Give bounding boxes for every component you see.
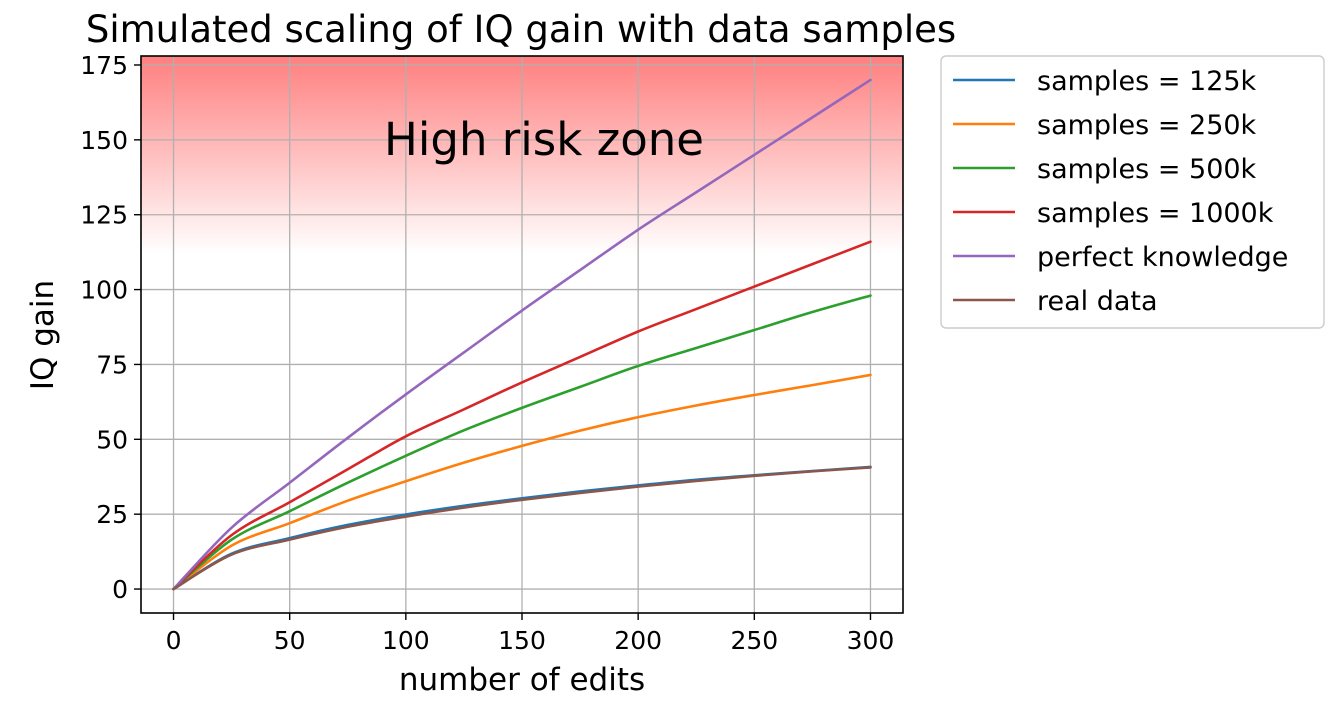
y-tick-label: 25 xyxy=(96,500,128,529)
legend: samples = 125k samples = 250k samples = 50… xyxy=(940,55,1325,329)
legend-label: samples = 125k xyxy=(1037,66,1257,97)
x-tick-label: 50 xyxy=(274,626,306,655)
series-line-2 xyxy=(172,373,872,591)
x-tick-label: 250 xyxy=(730,626,778,655)
series-line-4 xyxy=(172,240,872,591)
x-tick-label: 200 xyxy=(614,626,662,655)
y-tick-label: 50 xyxy=(96,425,128,454)
x-tick-label: 150 xyxy=(498,626,546,655)
x-tick-label: 0 xyxy=(166,626,182,655)
chart-title: Simulated scaling of IQ gain with data s… xyxy=(86,8,956,51)
series-line-5 xyxy=(172,78,872,591)
plot-area: High risk zone xyxy=(140,55,904,614)
x-axis: 0 50 100 150 200 250 300 xyxy=(166,613,895,655)
legend-label: real data xyxy=(1037,286,1158,317)
x-axis-label: number of edits xyxy=(399,662,645,698)
risk-zone-label: High risk zone xyxy=(384,113,704,166)
series-line-3 xyxy=(172,294,872,591)
y-tick-label: 100 xyxy=(80,276,128,305)
legend-label: samples = 250k xyxy=(1037,110,1257,141)
x-tick-label: 300 xyxy=(847,626,895,655)
y-axis-label: IQ gain xyxy=(25,280,61,390)
x-tick-label: 100 xyxy=(382,626,430,655)
y-axis: 0 25 50 75 100 125 150 175 xyxy=(80,51,141,604)
y-tick-label: 75 xyxy=(96,350,128,379)
legend-label: samples = 500k xyxy=(1037,154,1257,185)
legend-label: samples = 1000k xyxy=(1037,198,1274,229)
series-lines xyxy=(172,78,872,591)
y-tick-label: 175 xyxy=(80,51,128,80)
series-line-6 xyxy=(172,466,872,591)
legend-box xyxy=(940,55,1325,329)
legend-label: perfect knowledge xyxy=(1037,242,1288,273)
y-tick-label: 125 xyxy=(80,201,128,230)
y-tick-label: 150 xyxy=(80,126,128,155)
y-tick-label: 0 xyxy=(112,575,128,604)
